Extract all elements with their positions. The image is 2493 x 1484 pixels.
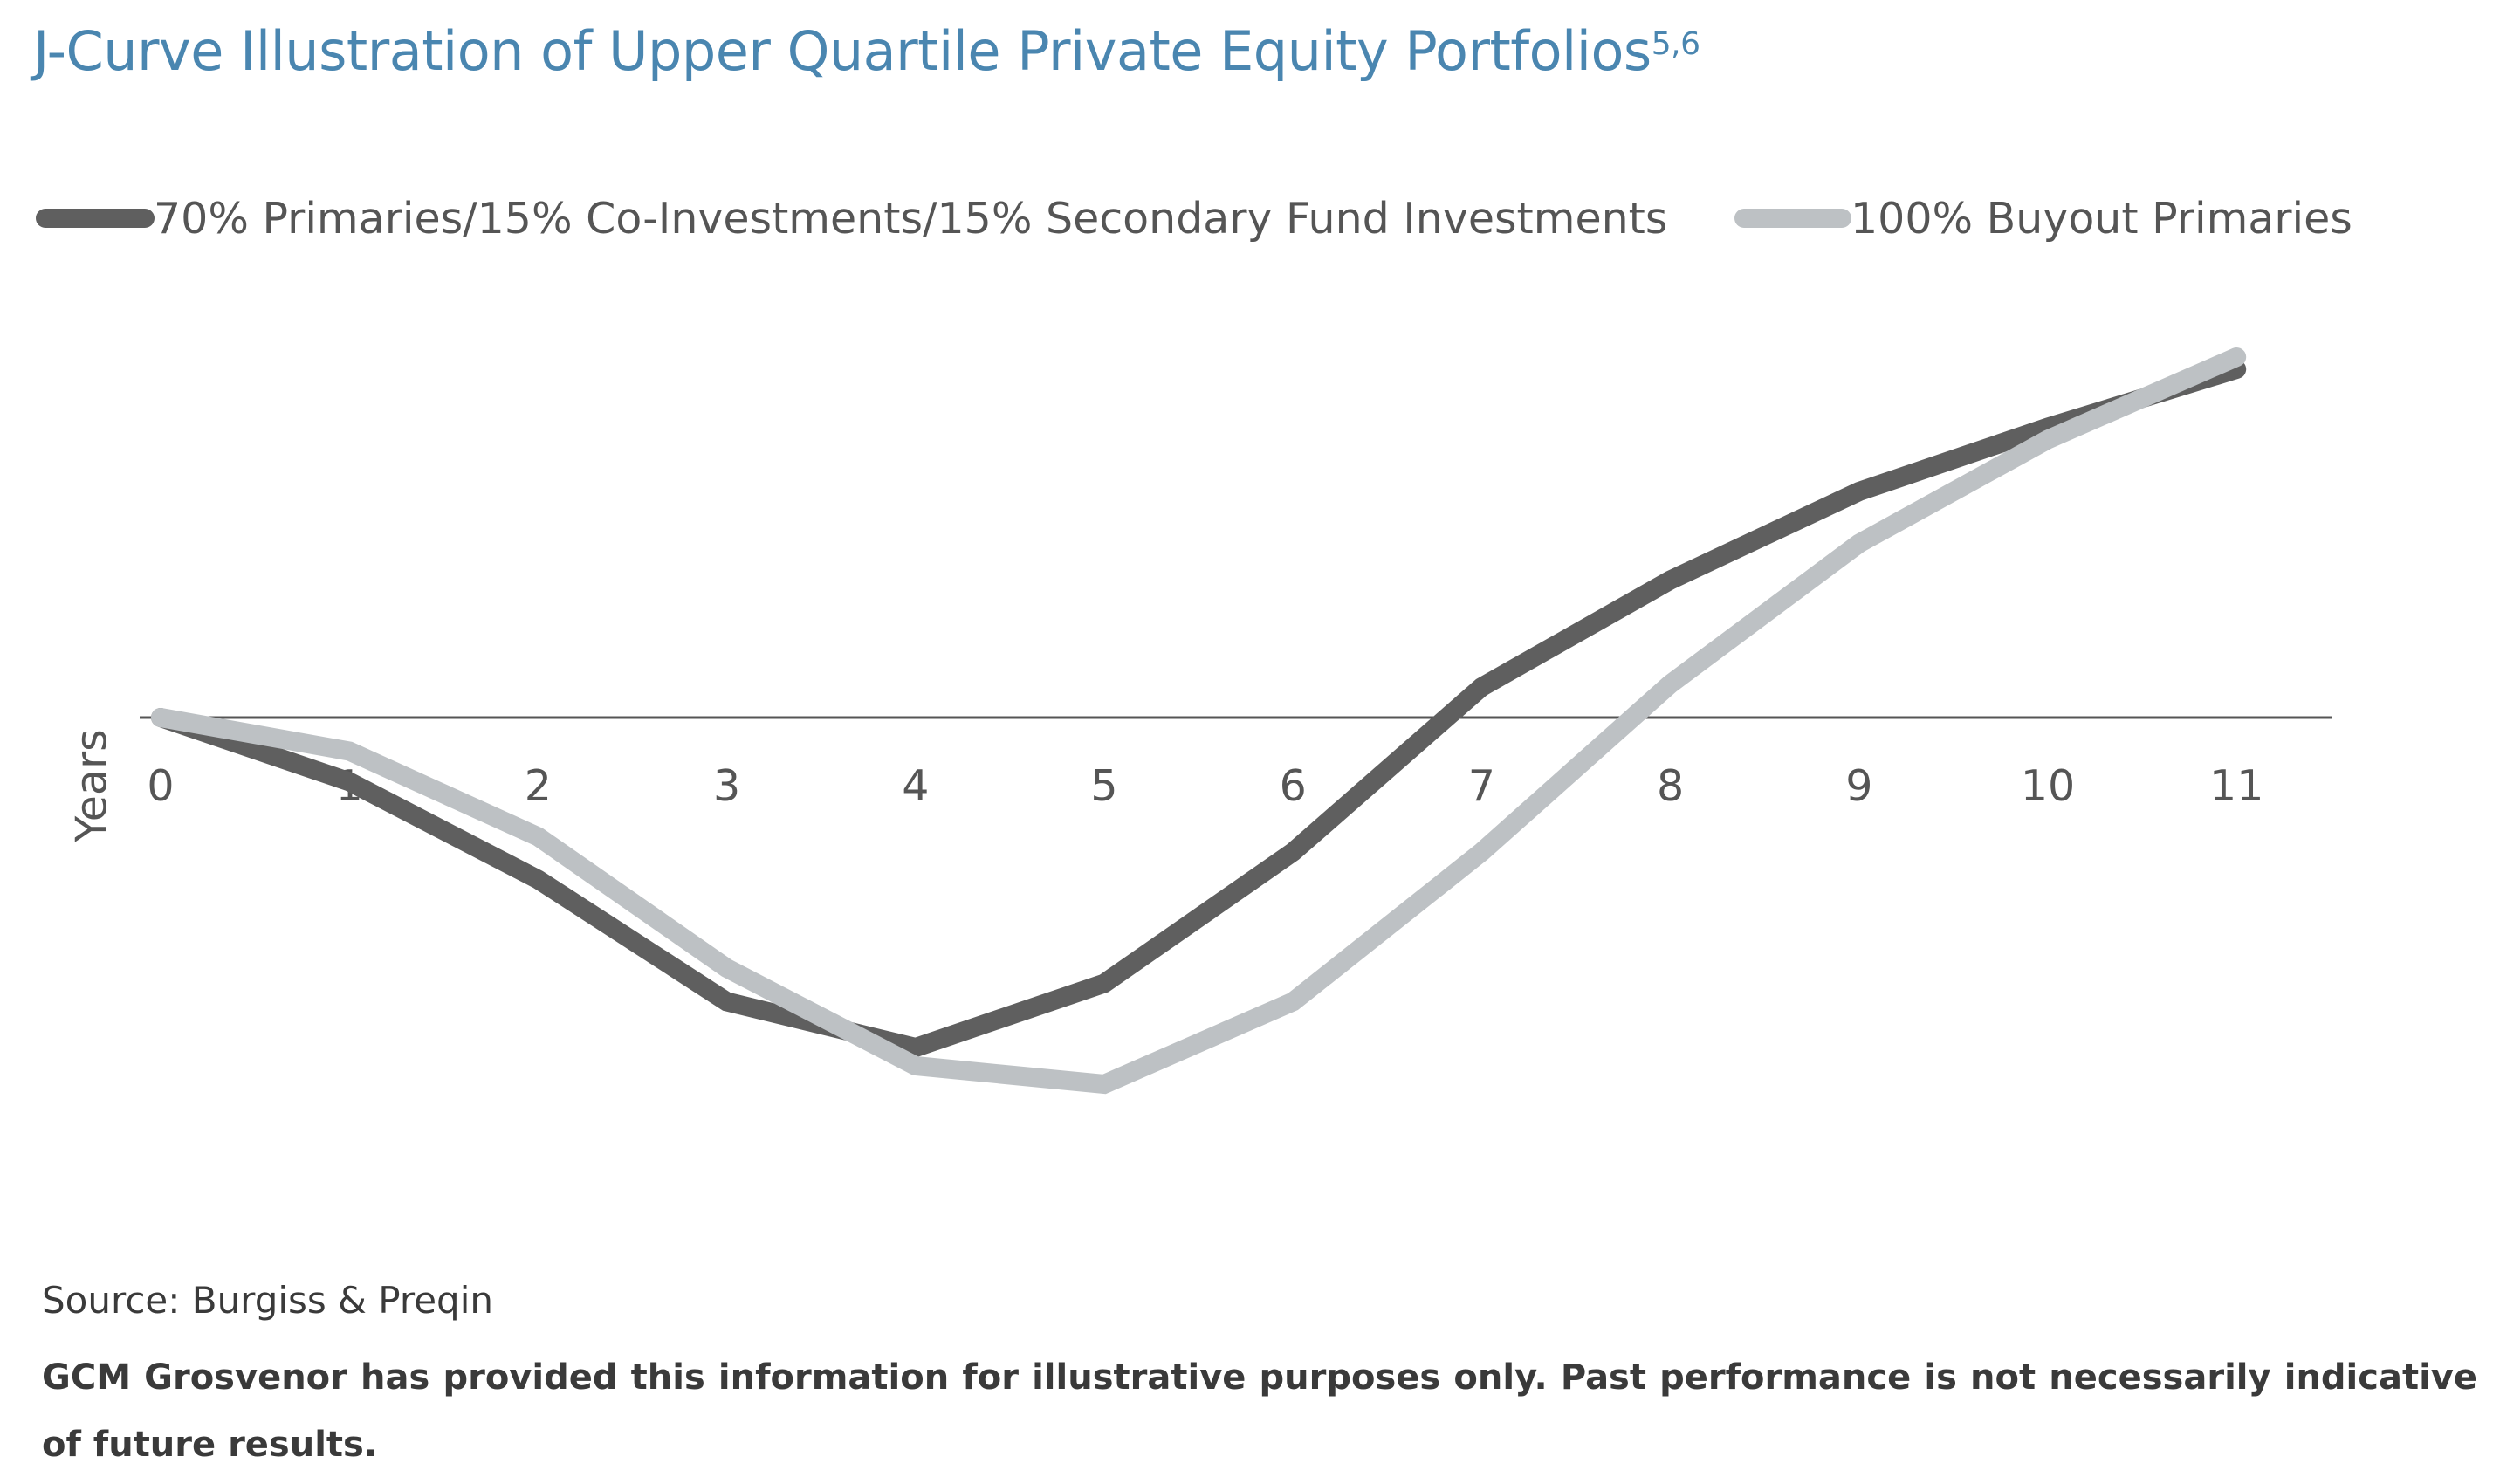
x-tick-label: 7: [1468, 761, 1495, 811]
x-tick-label: 10: [2021, 761, 2075, 811]
chart-legend: 70% Primaries/15% Co-Investments/15% Sec…: [36, 194, 2352, 244]
x-axis-title: Years: [67, 729, 117, 842]
x-tick-label: 8: [1657, 761, 1684, 811]
disclaimer-text: GCM Grosvenor has provided this informat…: [42, 1357, 2477, 1465]
x-tick-label: 4: [902, 761, 929, 811]
series-lines: [151, 347, 2247, 1095]
x-tick-label: 5: [1090, 761, 1117, 811]
legend-label-1: 70% Primaries/15% Co-Investments/15% Sec…: [154, 194, 1667, 244]
x-tick-label: 6: [1280, 761, 1307, 811]
source-note: Source: Burgiss & Preqin: [42, 1279, 493, 1322]
legend-label-2: 100% Buyout Primaries: [1851, 194, 2352, 244]
x-tick-label: 3: [713, 761, 740, 811]
series-line-1: [151, 360, 2247, 1058]
chart-title-footnote: 5,6: [1651, 26, 1700, 62]
chart-title: J-Curve Illustration of Upper Quartile P…: [33, 19, 1700, 83]
chart-title-text: J-Curve Illustration of Upper Quartile P…: [33, 19, 1652, 83]
x-tick-label: 11: [2209, 761, 2263, 811]
x-tick-label: 9: [1845, 761, 1872, 811]
series-line-2: [151, 347, 2247, 1095]
x-tick-label: 2: [525, 761, 552, 811]
x-tick-label: 0: [147, 761, 174, 811]
